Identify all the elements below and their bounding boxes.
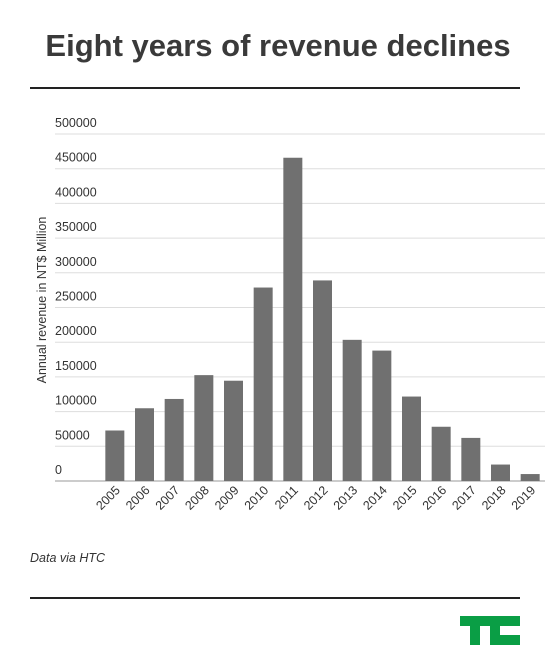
bar xyxy=(194,375,214,481)
source-note: Data via HTC xyxy=(30,551,106,565)
y-tick-label: 500000 xyxy=(55,116,97,130)
bar xyxy=(253,287,273,481)
bar xyxy=(135,408,154,481)
y-tick-label: 400000 xyxy=(55,185,97,199)
tc-logo xyxy=(460,616,520,645)
bar xyxy=(520,474,540,481)
y-tick-label: 200000 xyxy=(55,324,97,338)
y-axis-label: Annual revenue in NT$ Million xyxy=(35,217,49,384)
y-tick-label: 250000 xyxy=(55,290,97,304)
bar xyxy=(491,464,510,481)
y-tick-label: 100000 xyxy=(55,394,97,408)
bar xyxy=(431,426,451,481)
bar xyxy=(342,339,362,481)
y-tick-label: 300000 xyxy=(55,255,97,269)
y-tick-label: 50000 xyxy=(55,428,90,442)
bar xyxy=(402,396,421,481)
y-tick-label: 350000 xyxy=(55,220,97,234)
bar xyxy=(313,280,332,481)
y-tick-label: 0 xyxy=(55,463,62,477)
bar xyxy=(461,437,481,481)
bar xyxy=(224,380,243,481)
bar xyxy=(164,398,184,481)
bar xyxy=(283,157,303,481)
bar xyxy=(105,430,125,481)
y-tick-label: 150000 xyxy=(55,359,97,373)
y-tick-label: 450000 xyxy=(55,151,97,165)
bar xyxy=(372,350,392,481)
chart-title: Eight years of revenue declines xyxy=(45,28,510,63)
